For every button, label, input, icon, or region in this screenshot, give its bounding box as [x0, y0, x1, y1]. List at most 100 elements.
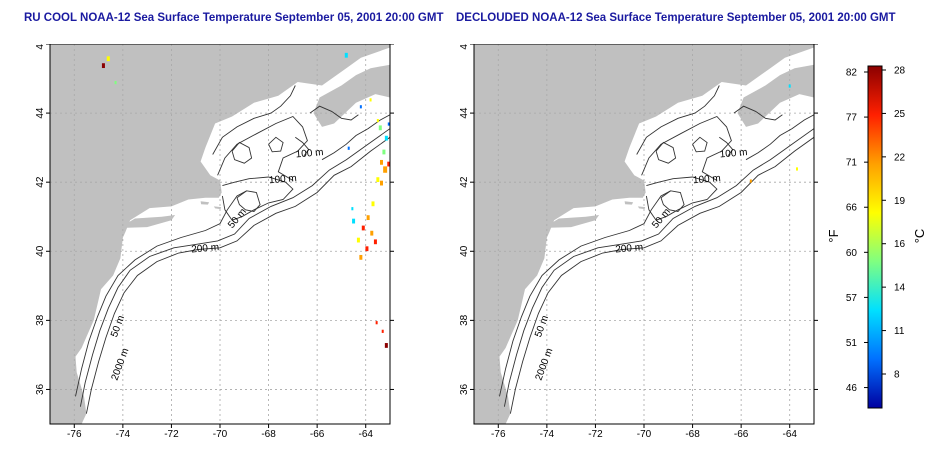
sst-pixel [370, 230, 374, 236]
sst-pixel [359, 254, 363, 260]
lon-tick-label: -72 [588, 429, 603, 439]
sst-pixel [378, 125, 382, 131]
temperature-colorbar: 82 77 71 66 60 57 51 46 28 25 22 19 16 14 11 8 °F °C [826, 65, 927, 409]
nantucket-island [637, 206, 646, 210]
sst-pixel [352, 218, 356, 224]
celsius-tick-label: 28 [894, 66, 906, 77]
sst-pixel [788, 84, 791, 88]
bathymetry-contour [641, 115, 732, 181]
sst-pixel [376, 119, 379, 123]
sst-pixel [384, 135, 388, 141]
sst-pixel [106, 56, 110, 62]
lon-tick-label: -66 [734, 429, 749, 439]
contour-label: 200 m [615, 242, 644, 255]
sst-pixel [380, 159, 383, 165]
contour-label: 100 m [719, 147, 748, 160]
bathymetry-contour [509, 136, 814, 414]
bathymetry-contour [295, 136, 310, 157]
lon-tick-label: -70 [637, 429, 652, 439]
bathymetry-contour [85, 136, 390, 414]
celsius-tick-label: 19 [894, 196, 906, 207]
lon-tick-label: -68 [685, 429, 700, 439]
mainland [50, 44, 390, 424]
bathymetry-contour [745, 114, 814, 161]
sst-pixel [796, 167, 798, 171]
sst-pixel [365, 246, 369, 252]
fahrenheit-tick-label: 77 [846, 113, 858, 124]
sst-pixel [114, 81, 117, 85]
mainland [474, 44, 814, 424]
long-island [549, 215, 600, 228]
celsius-tick-label: 25 [894, 109, 906, 120]
lon-tick-label: -64 [358, 429, 373, 439]
contour-label: 100 m [269, 173, 298, 186]
sst-pixel [380, 180, 383, 186]
bathymetry-contour [236, 190, 261, 212]
bathymetry-contour [733, 105, 783, 121]
sst-pixel [347, 146, 350, 150]
lon-tick-label: -72 [164, 429, 179, 439]
bathymetry-contour [221, 176, 294, 221]
sst-pixel [387, 161, 390, 167]
celsius-unit-label: °C [912, 229, 927, 244]
sst-pixel [381, 329, 384, 333]
marthas-vineyard [200, 201, 210, 205]
fahrenheit-tick-label: 66 [846, 203, 858, 214]
celsius-tick-label: 11 [894, 326, 905, 337]
sst-pixel [371, 201, 375, 207]
lon-tick-label: -76 [67, 429, 82, 439]
sst-pixel [351, 207, 354, 211]
lon-tick-label: -74 [540, 429, 555, 439]
bathymetry-contour [636, 85, 720, 155]
bathymetry-contour [309, 105, 359, 121]
nova-scotia [737, 64, 814, 127]
lon-tick-label: -64 [782, 429, 797, 439]
sst-pixel [359, 105, 362, 109]
lat-tick-label: 38 [36, 314, 46, 326]
bathymetry-contour [719, 136, 734, 157]
celsius-tick-label: 14 [894, 283, 906, 294]
lat-tick-label: 44 [36, 107, 46, 119]
bathymetry-contour [268, 136, 284, 153]
lat-tick-label: 38 [460, 314, 470, 326]
right-panel-title: DECLOUDED NOAA-12 Sea Surface Temperatur… [456, 12, 896, 24]
lat-tick-label: 46 [36, 44, 46, 50]
sst-pixel [384, 343, 388, 348]
sst-pixel [387, 122, 390, 126]
fahrenheit-tick-label: 57 [846, 293, 858, 304]
lat-tick-label: 40 [36, 245, 46, 257]
bathymetry-contour [655, 141, 677, 164]
lon-tick-label: -74 [116, 429, 131, 439]
sst-pixel [356, 237, 360, 243]
lat-tick-label: 46 [460, 44, 470, 50]
bathymetry-contour [660, 190, 685, 212]
bathymetry-contour [231, 141, 253, 164]
contour-label: 100 m [693, 173, 722, 186]
fahrenheit-tick-label: 51 [846, 338, 858, 349]
sst-pixel [376, 177, 380, 183]
sst-pixel [366, 215, 370, 221]
sst-pixel [369, 98, 372, 102]
bathymetry-contour [645, 176, 718, 221]
sst-pixel [375, 321, 378, 325]
nantucket-island [213, 206, 222, 210]
sst-pixel [361, 225, 365, 231]
contour-label: 100 m [295, 147, 324, 160]
fahrenheit-tick-label: 82 [846, 68, 858, 79]
left-panel-title: RU COOL NOAA-12 Sea Surface Temperature … [24, 12, 444, 24]
sst-pixel [382, 149, 386, 155]
sst-pixel [383, 166, 388, 173]
celsius-tick-label: 16 [894, 239, 906, 250]
fahrenheit-tick-label: 46 [846, 383, 858, 394]
lat-tick-label: 42 [36, 176, 46, 188]
lon-tick-label: -70 [213, 429, 228, 439]
marthas-vineyard [624, 201, 634, 205]
fahrenheit-unit-label: °F [826, 229, 841, 242]
sst-pixel [344, 52, 348, 58]
contour-label: 200 m [191, 242, 220, 255]
lon-tick-label: -76 [491, 429, 506, 439]
bathymetry-contour [692, 136, 708, 153]
lat-tick-label: 36 [36, 383, 46, 395]
